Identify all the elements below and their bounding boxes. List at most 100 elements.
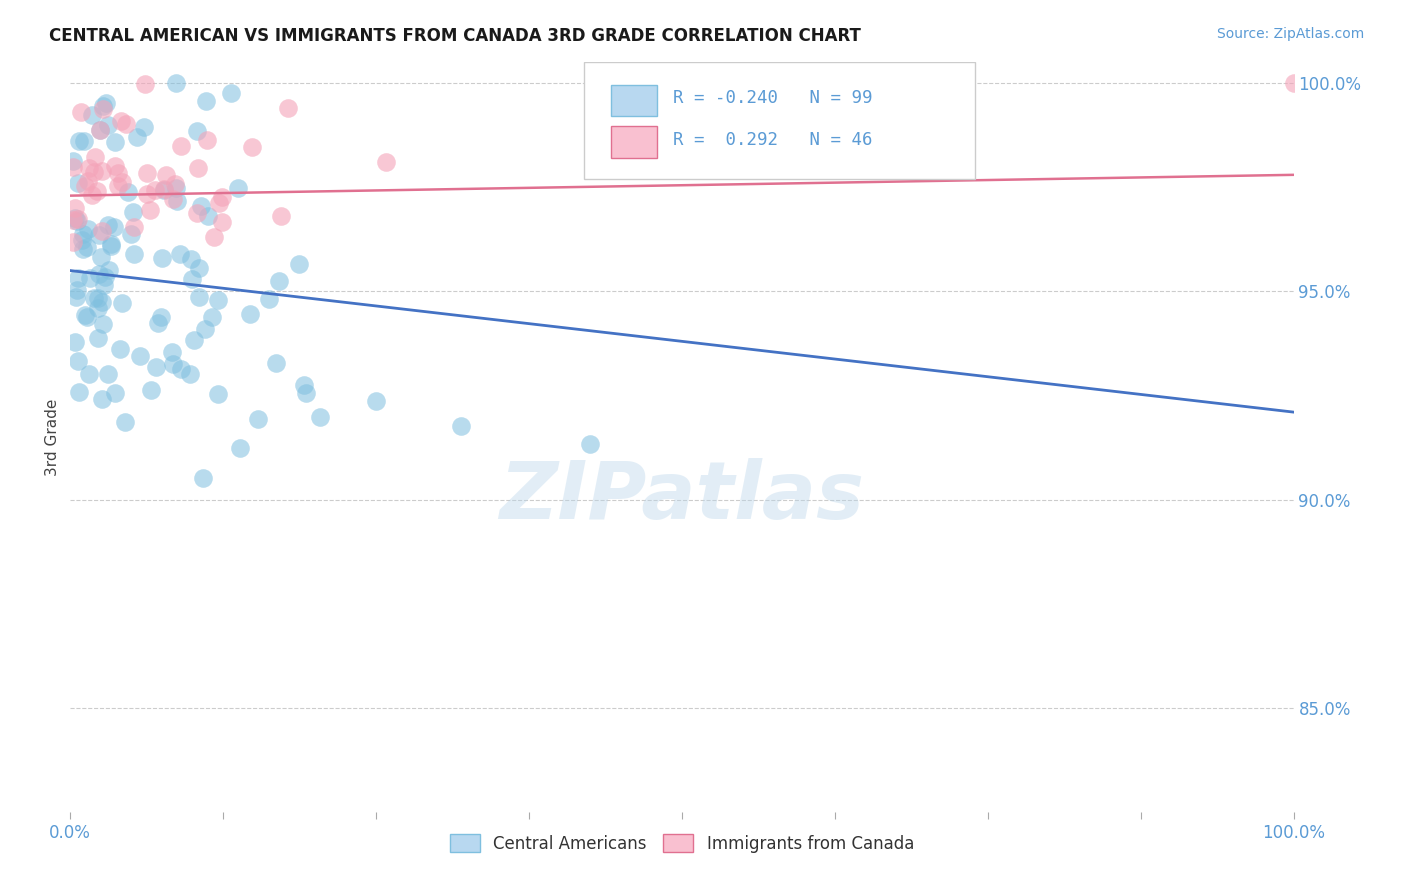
Point bbox=[75, 308, 97, 322]
Point bbox=[155, 169, 177, 183]
Point bbox=[76, 310, 98, 325]
Point bbox=[87, 301, 110, 315]
Point bbox=[67, 271, 90, 285]
Point bbox=[202, 230, 225, 244]
Point bbox=[72, 242, 94, 256]
Point bbox=[143, 183, 166, 197]
Point bbox=[294, 386, 316, 401]
Point bbox=[277, 101, 299, 115]
Point bbox=[134, 78, 156, 92]
Point bbox=[364, 393, 387, 408]
Point bbox=[136, 166, 159, 180]
Point bbox=[62, 153, 84, 168]
Point bbox=[197, 210, 219, 224]
Text: R =  0.292   N = 46: R = 0.292 N = 46 bbox=[673, 130, 873, 149]
Point bbox=[170, 362, 193, 376]
Point bbox=[91, 224, 114, 238]
Point bbox=[124, 246, 146, 260]
Legend: Central Americans, Immigrants from Canada: Central Americans, Immigrants from Canad… bbox=[443, 828, 921, 860]
Point bbox=[153, 183, 176, 197]
Point bbox=[162, 357, 184, 371]
Point bbox=[73, 178, 96, 193]
Point bbox=[66, 354, 89, 368]
Point bbox=[115, 117, 138, 131]
Point bbox=[77, 161, 100, 176]
Point bbox=[94, 270, 117, 285]
Point bbox=[165, 181, 187, 195]
Text: CENTRAL AMERICAN VS IMMIGRANTS FROM CANADA 3RD GRADE CORRELATION CHART: CENTRAL AMERICAN VS IMMIGRANTS FROM CANA… bbox=[49, 27, 860, 45]
Point bbox=[211, 189, 233, 203]
Point bbox=[91, 317, 114, 331]
Point bbox=[63, 202, 86, 216]
Point bbox=[65, 290, 87, 304]
Point bbox=[127, 129, 149, 144]
Point bbox=[77, 174, 100, 188]
Point bbox=[170, 139, 193, 153]
Point bbox=[73, 134, 96, 148]
Point bbox=[139, 383, 162, 397]
Point bbox=[579, 436, 602, 450]
Point bbox=[162, 345, 184, 359]
Point bbox=[1282, 76, 1305, 90]
Point bbox=[100, 238, 122, 252]
Point bbox=[145, 360, 167, 375]
Point bbox=[91, 163, 114, 178]
Point bbox=[180, 252, 202, 266]
Point bbox=[89, 227, 111, 242]
Point bbox=[90, 392, 112, 406]
Point bbox=[166, 194, 188, 208]
Point bbox=[186, 205, 208, 219]
Point bbox=[135, 186, 157, 201]
Point bbox=[98, 263, 121, 277]
Point bbox=[70, 105, 93, 120]
Point bbox=[77, 367, 100, 381]
Point bbox=[153, 181, 176, 195]
Point bbox=[86, 291, 108, 305]
Point bbox=[267, 274, 290, 288]
Point bbox=[165, 76, 187, 90]
Point bbox=[114, 415, 136, 429]
FancyBboxPatch shape bbox=[583, 62, 976, 178]
Point bbox=[187, 260, 209, 275]
Point bbox=[66, 284, 89, 298]
Point bbox=[211, 215, 233, 229]
Point bbox=[67, 212, 90, 227]
Point bbox=[139, 203, 162, 218]
Point bbox=[89, 123, 111, 137]
Point bbox=[120, 227, 142, 242]
Point bbox=[94, 95, 117, 110]
Point bbox=[62, 161, 84, 175]
Point bbox=[149, 310, 172, 324]
Point bbox=[83, 165, 105, 179]
Point bbox=[186, 123, 208, 137]
Point bbox=[104, 385, 127, 400]
Point bbox=[162, 192, 184, 206]
Point bbox=[67, 385, 90, 400]
Point bbox=[83, 291, 105, 305]
Point bbox=[110, 113, 132, 128]
Point bbox=[181, 272, 204, 286]
Point bbox=[270, 210, 292, 224]
Point bbox=[111, 175, 134, 189]
Point bbox=[67, 134, 90, 148]
Point bbox=[257, 292, 280, 306]
Point bbox=[79, 271, 101, 285]
Point bbox=[66, 176, 89, 190]
Y-axis label: 3rd Grade: 3rd Grade bbox=[45, 399, 60, 475]
Point bbox=[62, 213, 84, 227]
Bar bbox=[612, 85, 658, 116]
Point bbox=[91, 99, 114, 113]
Point bbox=[97, 367, 120, 381]
Point bbox=[194, 322, 217, 336]
Point bbox=[66, 214, 89, 228]
Point bbox=[240, 140, 263, 154]
Point bbox=[104, 159, 127, 173]
Point bbox=[201, 310, 224, 325]
Point bbox=[90, 250, 112, 264]
Text: ZIPatlas: ZIPatlas bbox=[499, 458, 865, 536]
Point bbox=[86, 184, 108, 198]
Point bbox=[183, 333, 205, 347]
Point bbox=[132, 120, 155, 135]
Point bbox=[309, 410, 332, 425]
Point bbox=[107, 166, 129, 180]
